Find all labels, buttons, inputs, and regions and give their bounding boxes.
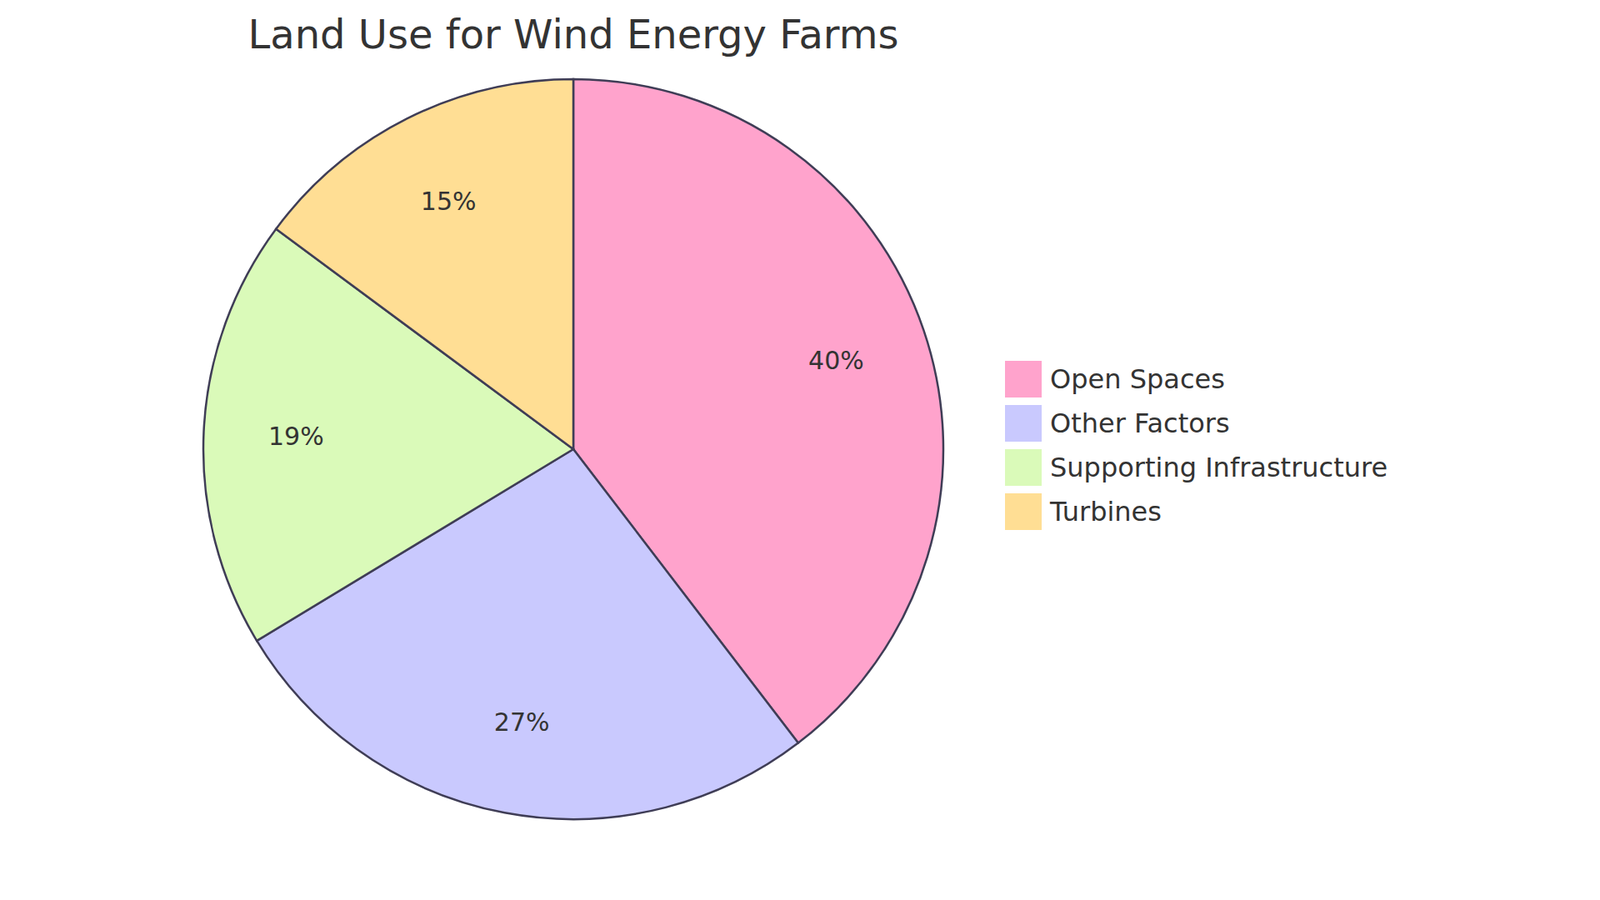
data-label: 40% (808, 345, 865, 375)
data-label: 27% (494, 707, 550, 737)
chart-title: Land Use for Wind Energy Farms (248, 10, 900, 58)
data-label: 19% (268, 421, 325, 451)
chart-svg: Land Use for Wind Energy Farms 40% 27% 19% 1… (0, 0, 1600, 900)
legend-swatch (1005, 360, 1042, 398)
data-labels: 40% 27% 19% 15% (268, 186, 865, 737)
slices (203, 79, 944, 820)
legend-label: Open Spaces (1050, 363, 1225, 395)
chart-root: Land Use for Wind Energy Farms 40% 27% 19% 1… (0, 0, 1600, 900)
legend-swatch (1005, 405, 1042, 442)
legend-swatch (1005, 493, 1042, 530)
legend: Open Spaces Other Factors Supporting Infra… (1005, 360, 1388, 530)
legend-label: Other Factors (1050, 407, 1230, 440)
pie-slice (275, 79, 574, 450)
legend-label: Supporting Infrastructure (1050, 451, 1388, 484)
legend-label: Turbines (1049, 495, 1162, 528)
data-label: 15% (420, 186, 477, 216)
legend-swatch (1005, 449, 1042, 486)
